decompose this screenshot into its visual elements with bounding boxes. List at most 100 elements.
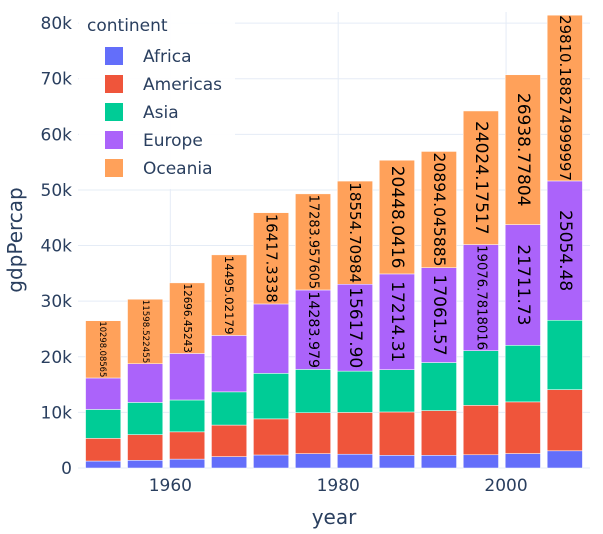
legend-label: Oceania — [143, 159, 213, 179]
bar-oceania-1957[interactable] — [127, 298, 164, 364]
bar-americas-1972[interactable] — [253, 418, 289, 456]
bar-asia-2007[interactable] — [546, 320, 583, 390]
bar-europe-1962[interactable] — [169, 353, 205, 401]
bar-label-oceania-1967: 14495.02179 — [222, 256, 236, 335]
bar-label-europe-1982: 15617.90 — [345, 287, 365, 368]
legend-item-asia[interactable]: Asia — [105, 103, 179, 123]
bar-label-oceania-2002: 26938.77804 — [513, 93, 533, 207]
bar-europe-1992[interactable] — [421, 267, 457, 363]
bar-oceania-1967[interactable] — [211, 254, 247, 336]
bar-oceania-1977[interactable] — [295, 193, 331, 291]
bar-europe-1972[interactable] — [253, 303, 289, 374]
bar-americas-1957[interactable] — [127, 434, 164, 461]
bar-asia-1957[interactable] — [127, 402, 164, 435]
bar-americas-1962[interactable] — [169, 431, 205, 460]
bar-oceania-1952[interactable] — [85, 320, 122, 379]
legend-label: Africa — [143, 47, 192, 67]
x-tick-label: 1980 — [317, 476, 360, 496]
bar-africa-2007[interactable] — [546, 450, 583, 469]
y-tick-label: 10k — [41, 403, 73, 423]
bar-africa-1982[interactable] — [337, 453, 373, 469]
bar-americas-1997[interactable] — [463, 405, 499, 456]
bar-label-oceania-1997: 24024.17517 — [471, 121, 491, 235]
y-axis-title: gdpPercap — [3, 187, 27, 292]
bar-label-oceania-1982: 18554.70984 — [346, 182, 364, 283]
bar-americas-2002[interactable] — [504, 401, 541, 454]
x-tick-label: 1960 — [149, 476, 192, 496]
bar-asia-1982[interactable] — [337, 370, 373, 413]
legend-swatch — [105, 47, 123, 65]
bar-asia-1972[interactable] — [253, 373, 289, 420]
bar-oceania-2002[interactable] — [504, 74, 541, 225]
bar-oceania-1972[interactable] — [253, 212, 289, 305]
bar-americas-2007[interactable] — [546, 389, 583, 452]
bar-label-oceania-1952: 10298.08565 — [98, 321, 108, 377]
bar-americas-1977[interactable] — [295, 412, 331, 454]
legend-swatch — [105, 103, 123, 121]
bar-europe-1987[interactable] — [379, 273, 415, 370]
bar-label-europe-2007: 25054.48 — [555, 210, 575, 291]
y-tick-label: 60k — [41, 125, 73, 145]
bar-asia-1987[interactable] — [379, 369, 415, 413]
bar-label-europe-1997: 19076.7818016 — [473, 245, 488, 350]
bar-europe-1967[interactable] — [211, 335, 247, 393]
bar-asia-1962[interactable] — [169, 399, 205, 433]
bar-europe-1982[interactable] — [337, 284, 373, 372]
bar-africa-1977[interactable] — [295, 453, 331, 469]
legend-label: Europe — [143, 131, 203, 151]
bar-europe-1952[interactable] — [85, 377, 122, 410]
bar-africa-1952[interactable] — [85, 460, 122, 469]
bar-africa-1962[interactable] — [169, 458, 205, 469]
bar-asia-1967[interactable] — [211, 391, 247, 426]
bar-label-oceania-1992: 20894.045885 — [430, 153, 448, 267]
bar-label-oceania-1977: 17283.957605 — [306, 195, 321, 289]
y-tick-label: 0 — [61, 459, 72, 479]
bar-label-europe-1987: 17214.31 — [387, 281, 407, 362]
bar-asia-1997[interactable] — [463, 350, 499, 406]
y-tick-label: 40k — [41, 237, 73, 257]
bar-americas-1982[interactable] — [337, 412, 373, 455]
legend-swatch — [105, 75, 123, 93]
bar-americas-1967[interactable] — [211, 424, 247, 457]
legend-item-americas[interactable]: Americas — [105, 75, 222, 95]
bar-asia-1992[interactable] — [421, 362, 457, 411]
legend-item-europe[interactable]: Europe — [105, 131, 203, 151]
y-tick-label: 80k — [41, 14, 73, 34]
bar-oceania-1962[interactable] — [169, 282, 205, 354]
bar-label-oceania-1957: 11598.522455 — [140, 300, 150, 364]
y-tick-label: 20k — [41, 348, 73, 368]
bar-africa-1957[interactable] — [127, 460, 164, 469]
bar-europe-1997[interactable] — [463, 244, 499, 351]
bar-africa-1992[interactable] — [421, 455, 457, 469]
bar-americas-1952[interactable] — [85, 438, 122, 462]
bar-africa-1967[interactable] — [211, 456, 247, 469]
bar-label-oceania-1962: 12696.45243 — [181, 283, 193, 352]
legend-item-oceania[interactable]: Oceania — [105, 159, 213, 179]
x-axis-title: year — [312, 505, 357, 529]
bar-europe-1957[interactable] — [127, 363, 164, 403]
bar-oceania-1997[interactable] — [463, 110, 499, 245]
bar-oceania-1992[interactable] — [421, 151, 457, 268]
bar-oceania-1987[interactable] — [379, 159, 415, 275]
bar-americas-1987[interactable] — [379, 411, 415, 456]
bar-label-oceania-1972: 16417.3338 — [263, 214, 280, 303]
bar-europe-1977[interactable] — [295, 289, 331, 370]
legend-swatch — [105, 131, 123, 149]
bar-europe-2002[interactable] — [504, 224, 541, 346]
bar-asia-1977[interactable] — [295, 369, 331, 413]
bar-asia-1952[interactable] — [85, 409, 122, 439]
bar-europe-2007[interactable] — [546, 180, 583, 321]
bar-americas-1992[interactable] — [421, 410, 457, 456]
y-tick-label: 30k — [41, 292, 73, 312]
legend-item-africa[interactable]: Africa — [105, 47, 192, 67]
bar-asia-2002[interactable] — [504, 345, 541, 403]
bar-africa-1972[interactable] — [253, 454, 289, 469]
bar-africa-1987[interactable] — [379, 455, 415, 469]
bar-oceania-1982[interactable] — [337, 180, 373, 285]
bar-oceania-2007[interactable] — [546, 14, 583, 182]
bar-africa-1997[interactable] — [463, 454, 499, 469]
bar-label-europe-2002: 21711.73 — [513, 244, 533, 325]
bar-africa-2002[interactable] — [504, 453, 541, 469]
bar-label-oceania-2007: 29810.188274999997 — [556, 15, 574, 181]
